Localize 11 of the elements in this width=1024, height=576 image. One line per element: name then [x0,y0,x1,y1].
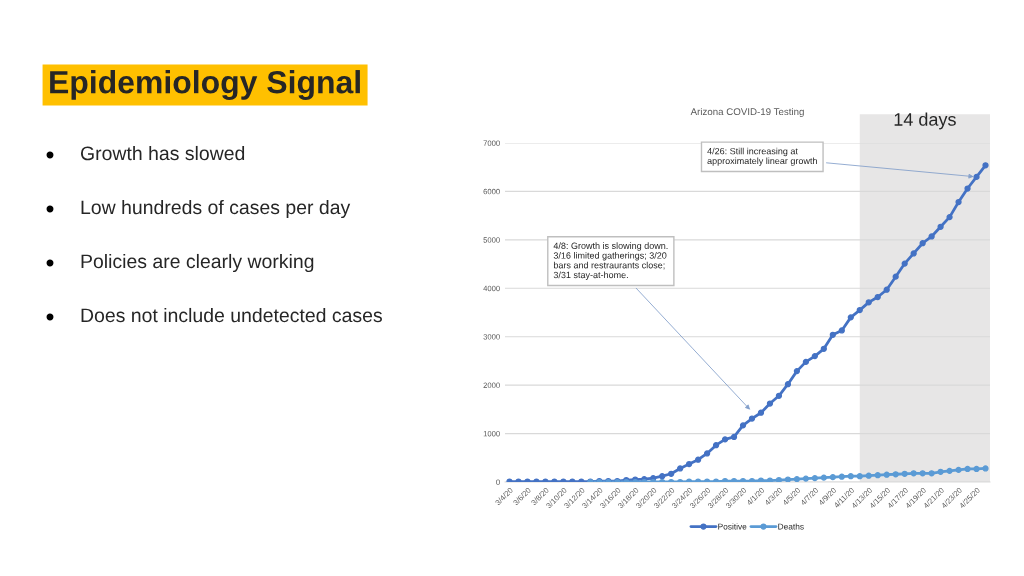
band-label: 14 days [894,112,956,130]
annotation: 4/26: Still increasing at approximately linear growth [707,147,817,166]
chart-subtitle: Arizona COVID-19 Testing [690,107,804,118]
text: Low hundreds of cases per day [81,199,351,219]
text: Growth has slowed [80,145,245,161]
legend-label: Positive [718,523,747,530]
annotation: 4/8: Growth is slowing down. 3/16 limited gatherings; 3/20 bars and restraurants close; 3/31 stay-at-home. [553,242,668,280]
text: Policies are clearly working [81,253,314,273]
legend-label: Deaths [778,523,804,530]
text: Does not include undetected cases [81,307,382,323]
text: Epidemiology Signal [50,70,360,100]
